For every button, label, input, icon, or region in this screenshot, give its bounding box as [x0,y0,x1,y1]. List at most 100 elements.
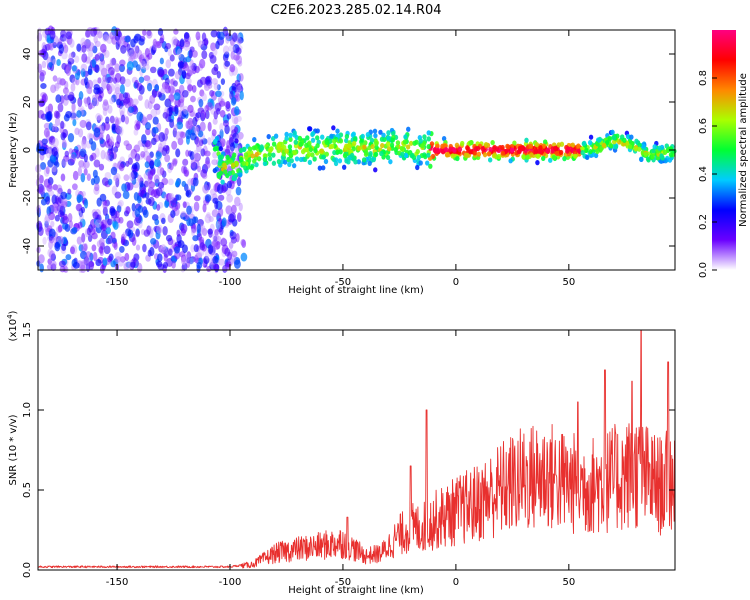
noise-cell [130,38,136,48]
noise-cell [59,203,65,212]
noise-cell [146,82,153,92]
signal-cell [254,151,259,158]
noise-cell [95,113,102,121]
noise-cell [78,128,84,138]
signal-cell [356,159,361,165]
signal-cell [357,145,362,152]
noise-cell [102,206,108,216]
signal-cell [380,142,385,149]
signal-cell [445,152,450,158]
signal-cell [611,135,617,141]
noise-cell [120,44,127,54]
y-tick-label: -40 [22,238,33,254]
noise-cell [213,82,219,91]
noise-cell [94,183,100,192]
noise-cell [54,195,60,205]
noise-cell [183,41,190,51]
signal-cell [491,153,497,159]
noise-cell [60,29,67,38]
noise-cell [172,80,178,87]
noise-cell [109,97,114,105]
noise-cell [109,58,117,66]
noise-cell [169,54,175,62]
noise-cell [62,142,67,151]
noise-cell [157,181,165,189]
noise-cell [103,245,111,255]
spectrogram-panel: -150 -100 -50 0 50 -40 -20 0 20 40 Height of str… [8,25,677,296]
noise-cell [99,245,104,255]
signal-cell [271,141,277,147]
signal-cell [440,148,445,154]
noise-cell [233,259,241,269]
signal-cell [435,148,440,154]
signal-cell [608,143,614,149]
noise-cell [125,228,132,237]
noise-cell [44,220,49,228]
signal-cell [521,145,526,152]
signal-cell [491,145,497,152]
noise-cell [48,240,53,250]
noise-cell [185,120,190,130]
signal-cell [573,153,578,159]
noise-cell [51,165,57,173]
noise-cell [119,245,125,253]
noise-cell [205,109,210,120]
signal-cell [294,156,300,162]
noise-cell [230,96,237,106]
noise-cell [201,173,208,180]
snr-panel: -150 -100 -50 0 50 0.0 0.5 1.0 1.5 Height of st… [6,310,676,596]
noise-cell [208,228,213,238]
noise-cell [69,74,76,83]
noise-cell [142,243,147,253]
noise-cell [131,98,139,106]
noise-cell [38,49,43,57]
signal-cell [468,140,474,146]
signal-cell [399,145,404,152]
signal-cell [529,152,534,158]
noise-cell [230,50,235,60]
noise-cell [113,83,121,93]
noise-cell [212,151,218,159]
noise-cell [177,67,183,76]
noise-cell [51,146,58,157]
noise-cell [225,261,232,268]
x-tick-label: 0 [453,577,459,588]
noise-cell [168,162,174,171]
noise-cell [220,185,227,194]
signal-cell [605,139,610,146]
signal-cell [282,159,288,165]
signal-cell [588,148,593,155]
noise-cell [180,110,187,120]
noise-cell [234,79,241,87]
snr-series-line [37,329,676,569]
noise-cell [61,139,67,149]
signal-cell [400,151,405,157]
noise-cell [126,43,131,53]
noise-cell [52,75,58,82]
noise-cell [212,117,218,125]
noise-cell [138,84,145,95]
noise-cell [115,256,122,263]
noise-cell [161,217,166,225]
y-tick-label: 0.5 [22,482,33,498]
noise-cell [202,227,208,237]
noise-cell [211,78,218,85]
noise-cell [155,41,162,49]
noise-cell [35,177,42,188]
signal-cell [516,148,522,155]
noise-cell [218,258,225,266]
signal-cell [460,140,465,147]
noise-cell [100,67,108,77]
signal-cell [528,143,533,149]
noise-cell [50,253,57,262]
noise-cell [113,241,118,251]
signal-cell [651,148,656,154]
noise-cell [87,132,92,141]
noise-cell [207,121,212,132]
noise-cell [91,244,97,252]
snr-y-axis: 0.0 0.5 1.0 1.5 [22,322,675,578]
noise-cell [182,89,189,98]
noise-cell [133,191,139,201]
signal-cell [662,149,668,155]
noise-cell [49,41,54,51]
